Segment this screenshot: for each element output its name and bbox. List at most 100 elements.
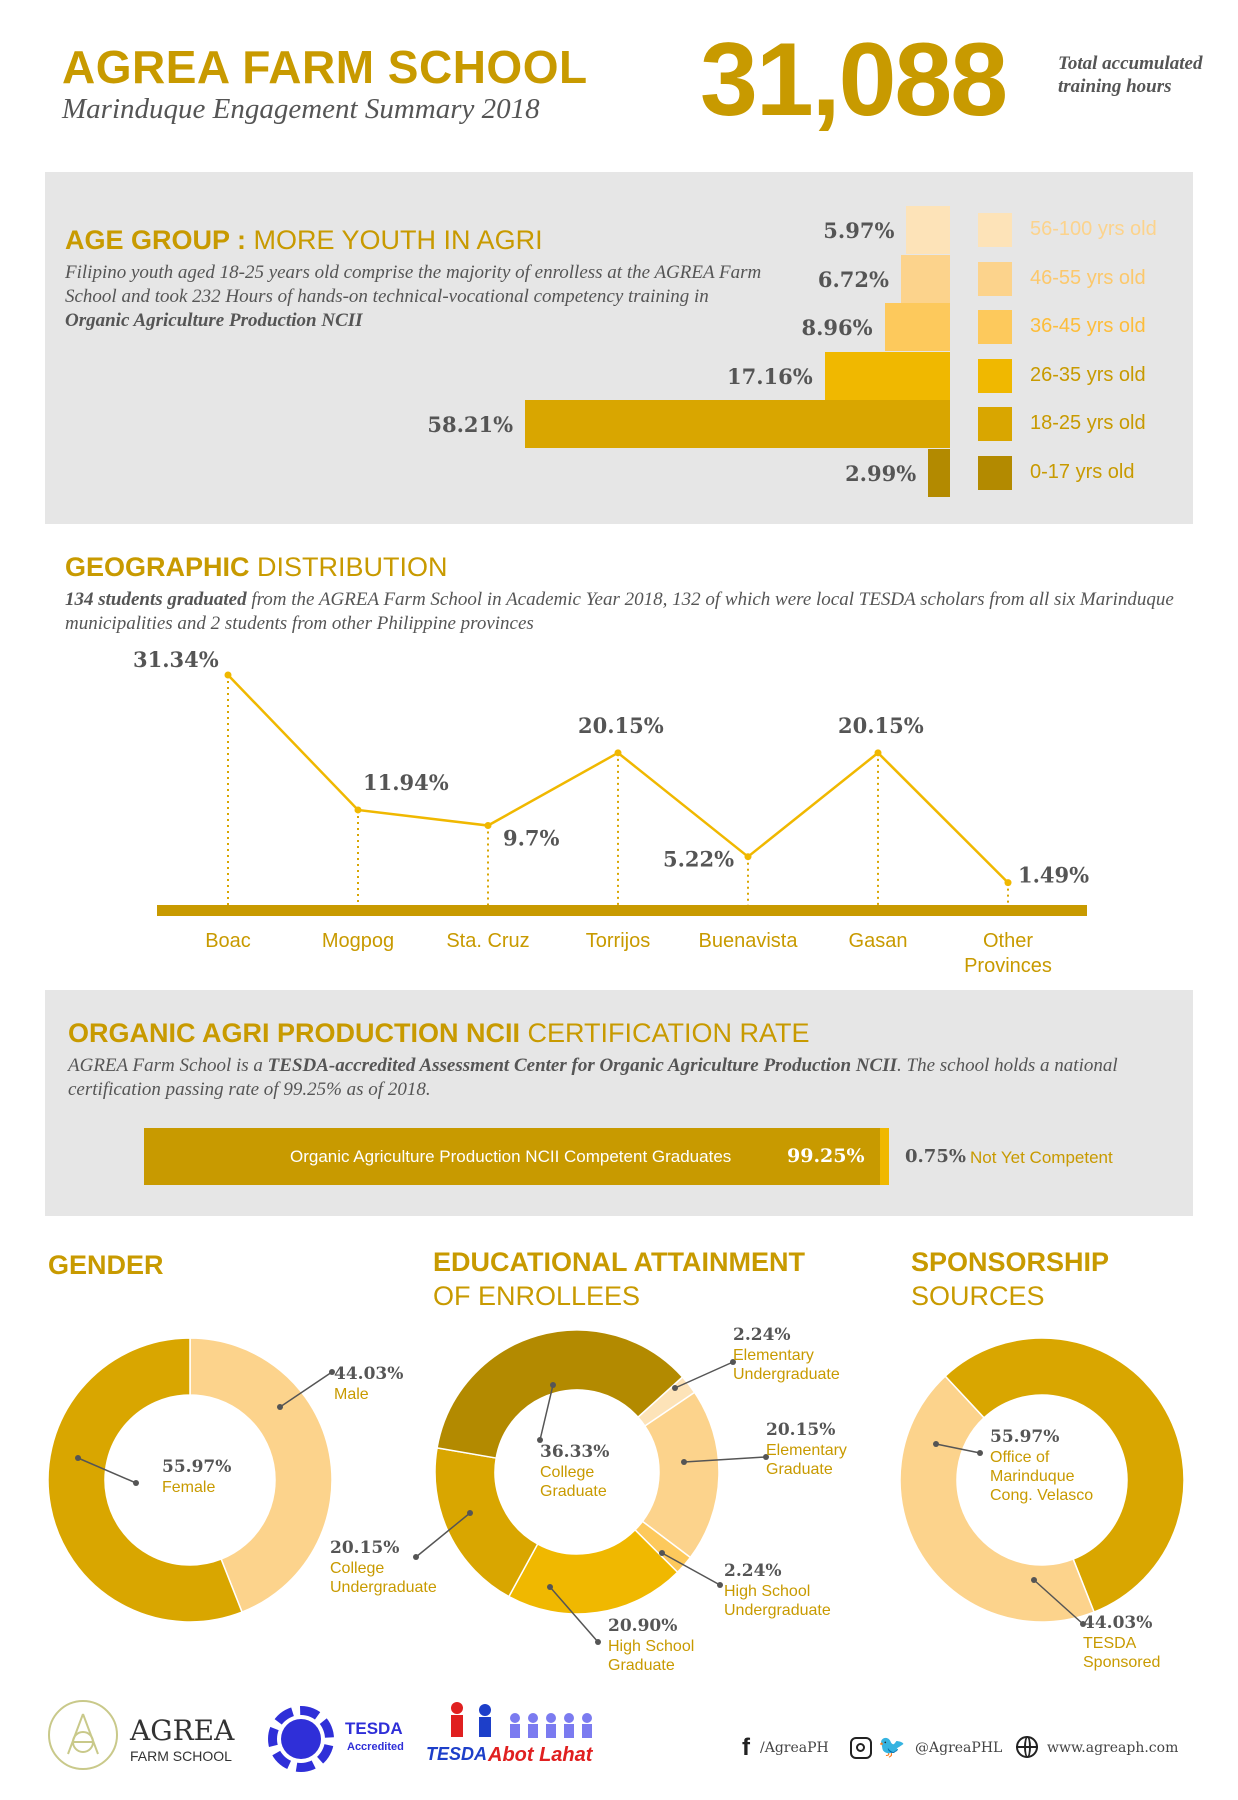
- geo-desc-bold: 134 students graduated: [65, 589, 247, 610]
- donut-category-label: Sponsored: [1083, 1654, 1160, 1671]
- donut-leader-dot: [550, 1382, 556, 1388]
- donut-category-label: TESDA: [1083, 1635, 1137, 1652]
- globe-icon: [1016, 1736, 1038, 1758]
- donut-pct-label: 55.97%: [990, 1427, 1059, 1447]
- donut-leader-line: [935, 1443, 981, 1454]
- geo-point: [614, 749, 622, 757]
- geo-category-label: Other: [983, 930, 1033, 952]
- donut-category-label: Graduate: [608, 1657, 675, 1674]
- donut-category-label: Graduate: [766, 1461, 833, 1478]
- donut-pct-label: 20.15%: [766, 1420, 835, 1440]
- geo-value-label: 20.15%: [578, 713, 664, 738]
- donut-leader-dot: [1080, 1621, 1086, 1627]
- total-hours-label: Total accumulated training hours: [1058, 53, 1203, 97]
- geo-line-chart: 31.34% Boac 11.94% Mogpog 9.7% Sta. Cruz 20.15…: [133, 647, 1089, 977]
- cert-nyc-label: Not Yet Competent: [970, 1148, 1113, 1167]
- donut-leader-line: [415, 1512, 471, 1558]
- age-legend-label: 0-17 yrs old: [1030, 460, 1135, 483]
- donut-charts: 44.03% Male 55.97% Female 2.24% Elementary Und…: [47, 1325, 1185, 1674]
- geo-description: 134 students graduated from the AGREA Fa…: [65, 588, 1175, 636]
- age-bar-value-label: 17.16%: [727, 363, 813, 389]
- geo-point: [874, 749, 882, 757]
- donut-leader-dot: [133, 1480, 139, 1486]
- donut-leader-dot: [681, 1459, 687, 1465]
- age-legend-label: 56-100 yrs old: [1030, 218, 1157, 240]
- gender-slice: [47, 1337, 243, 1623]
- age-bar-value-label: 8.96%: [801, 315, 873, 340]
- age-group-description: Filipino youth aged 18-25 years old comp…: [65, 261, 775, 333]
- donut-leader-dot: [75, 1455, 81, 1461]
- donut-leader-dot: [413, 1554, 419, 1560]
- donut-leader-line: [1033, 1579, 1084, 1625]
- social-handle[interactable]: @AgreaPHL: [915, 1740, 1003, 1756]
- cert-desc-1: AGREA Farm School is a: [68, 1055, 268, 1076]
- geo-category-label: Boac: [205, 930, 251, 952]
- facebook-icon[interactable]: f: [742, 1734, 750, 1761]
- donut-pct-label: 55.97%: [162, 1457, 231, 1477]
- donut-pct-label: 44.03%: [334, 1364, 403, 1384]
- donut-leader-dot: [595, 1639, 601, 1645]
- age-bar-value-label: 5.97%: [823, 218, 895, 243]
- cert-bar-label: Organic Agriculture Production NCII Comp…: [290, 1147, 732, 1166]
- donut-category-label: Cong. Velasco: [990, 1487, 1093, 1504]
- spons-title: SPONSORSHIP SOURCES: [911, 1245, 1109, 1313]
- geo-category-label: Sta. Cruz: [446, 930, 529, 952]
- geo-category-label: Mogpog: [322, 930, 394, 952]
- age-legend-label: 18-25 yrs old: [1030, 412, 1146, 434]
- age-legend-swatch: [978, 455, 1012, 490]
- age-group-title-bold: AGE GROUP :: [65, 225, 247, 255]
- twitter-icon[interactable]: 🐦: [878, 1734, 906, 1759]
- edu-title-line1: EDUCATIONAL ATTAINMENT: [433, 1247, 805, 1277]
- cert-desc-2: . The school holds a national certificat…: [68, 1055, 1118, 1100]
- age-legend-label: 26-35 yrs old: [1030, 363, 1146, 386]
- instagram-icon[interactable]: [850, 1737, 872, 1759]
- cert-competent-bar: [144, 1128, 881, 1185]
- age-legend-label: 36-45 yrs old: [1030, 315, 1146, 337]
- geo-value-label: 11.94%: [363, 770, 449, 795]
- spons-slice: [944, 1337, 1185, 1614]
- age-bar-1: [900, 254, 950, 303]
- spons-slice: [899, 1375, 1096, 1623]
- agrea-logo-icon: [48, 1700, 118, 1770]
- donut-leader-line: [674, 1361, 734, 1389]
- donut-leader-dot: [1031, 1577, 1037, 1583]
- geo-point: [224, 671, 232, 679]
- spons-title-line2: SOURCES: [911, 1281, 1045, 1311]
- donut-category-label: College: [330, 1560, 384, 1577]
- tesda-gear-icon: [268, 1706, 334, 1772]
- age-bar-value-label: 58.21%: [427, 412, 514, 437]
- donut-pct-label: 36.33%: [540, 1442, 609, 1462]
- geo-point: [1004, 879, 1012, 887]
- edu-title-line2: OF ENROLLEES: [433, 1281, 641, 1311]
- cert-nyc-pct: 0.75%: [905, 1146, 966, 1167]
- gender-title: GENDER: [48, 1250, 164, 1280]
- tesda-logo-text: TESDA: [345, 1719, 403, 1738]
- geo-title: GEOGRAPHIC DISTRIBUTION: [65, 552, 448, 583]
- age-bar-value-label: 6.72%: [817, 266, 889, 292]
- donut-pct-label: 20.15%: [330, 1538, 399, 1558]
- age-bar-2: [884, 303, 950, 351]
- age-legend-swatch: [978, 407, 1012, 441]
- donut-category-label: Graduate: [540, 1483, 607, 1500]
- age-bar-0: [906, 206, 950, 254]
- donut-category-label: Elementary: [766, 1442, 847, 1459]
- geo-category-label: Gasan: [849, 930, 908, 952]
- geo-axis-baseline: [157, 905, 1087, 916]
- cert-description: AGREA Farm School is a TESDA-accredited …: [68, 1054, 1178, 1102]
- website-link[interactable]: www.agreaph.com: [1047, 1740, 1179, 1756]
- donut-leader-dot: [933, 1441, 939, 1447]
- agrea-logo-text: AGREA: [130, 1714, 235, 1747]
- donut-category-label: Elementary: [733, 1347, 814, 1364]
- geo-category-label: Torrijos: [586, 930, 650, 952]
- age-desc-bold: Organic Agriculture Production NCII: [65, 310, 363, 331]
- age-legend-swatch: [978, 261, 1012, 296]
- geo-desc-text: from the AGREA Farm School in Academic Y…: [65, 589, 1174, 634]
- donut-leader-dot: [547, 1584, 553, 1590]
- tesda-logo-subtext: Accredited: [347, 1741, 404, 1753]
- age-legend-label: 46-55 yrs old: [1030, 266, 1146, 289]
- donut-category-label: High School: [608, 1638, 694, 1655]
- facebook-handle[interactable]: /AgreaPH: [760, 1740, 829, 1756]
- donut-leader-line: [683, 1456, 767, 1463]
- age-bar-5: [928, 448, 950, 497]
- donut-leader-line: [661, 1552, 721, 1586]
